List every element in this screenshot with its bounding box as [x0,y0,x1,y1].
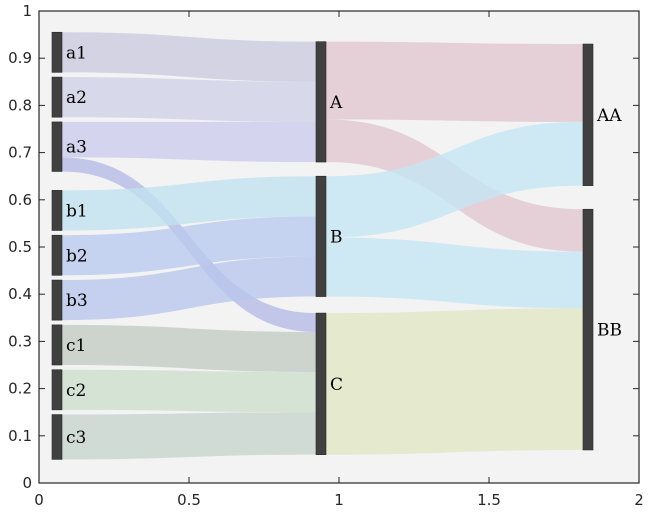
node-bar-C [315,312,327,455]
node-bar-c3 [51,414,63,460]
node-label-C: C [330,375,343,395]
node-label-a3: a3 [66,138,87,158]
node-bar-b3 [51,279,63,321]
link-b3-B [62,256,316,321]
y-tick-label: 0.1 [8,427,32,445]
y-tick-label: 1 [22,2,32,20]
link-a1-A [62,32,316,82]
link-a3-A [62,121,316,163]
node-label-b3: b3 [66,291,88,311]
node-label-c2: c2 [66,381,86,401]
node-label-BB: BB [597,321,622,341]
x-tick-label: 0 [34,491,44,509]
y-tick-label: 0.5 [8,238,32,256]
node-bar-a1 [51,31,63,73]
x-tick-label: 0.5 [177,491,201,509]
node-label-AA: AA [596,106,622,126]
flow-links [62,32,583,460]
y-tick-label: 0 [22,474,32,492]
node-label-b2: b2 [66,246,88,266]
link-c1-C [62,324,316,373]
node-bar-c2 [51,369,63,411]
y-tick-label: 0.2 [8,380,32,398]
y-tick-label: 0.3 [8,332,32,350]
node-bar-A [315,41,327,163]
y-tick-label: 0.9 [8,49,32,67]
link-b1-B [62,176,316,231]
watermark-text: CSDN @slandarer [503,489,637,507]
x-tick-label: 1.5 [477,491,501,509]
link-A-AA [326,41,583,122]
node-bar-AA [582,43,594,186]
link-c3-C [62,412,316,460]
node-bar-b2 [51,234,63,276]
y-tick-label: 0.7 [8,144,32,162]
y-tick-label: 0.4 [8,285,32,303]
link-C-BB [326,308,583,455]
node-label-b1: b1 [66,201,88,221]
node-bar-BB [582,208,594,451]
node-label-c1: c1 [66,336,86,356]
link-b2-B [62,216,316,276]
link-a2-A [62,77,316,122]
node-label-a1: a1 [66,43,87,63]
node-bar-c1 [51,324,63,366]
link-B-BB [326,237,583,309]
node-label-B: B [330,227,343,247]
node-bar-a2 [51,76,63,118]
y-tick-label: 0.8 [8,96,32,114]
node-bar-B [315,175,327,297]
x-tick-label: 1 [334,491,344,509]
node-label-c3: c3 [66,428,86,448]
x-tick-label: 2 [634,491,644,509]
node-bar-a3 [51,121,63,172]
node-label-A: A [329,93,343,113]
node-labels: a1 a2 a3 b1 b2 b3 c1 c2 c3 A B C AA BB [66,43,622,448]
link-B-AA [326,121,583,238]
x-axis: 0 0.5 1 1.5 2 [34,11,644,509]
node-label-a2: a2 [66,88,87,108]
node-bars [51,31,594,460]
y-tick-label: 0.6 [8,191,32,209]
node-bar-b1 [51,190,63,231]
y-axis: 0 0.1 0.2 0.3 0.4 0.5 0.6 0.7 0.8 0.9 1 [8,2,639,492]
link-c2-C [62,369,316,413]
